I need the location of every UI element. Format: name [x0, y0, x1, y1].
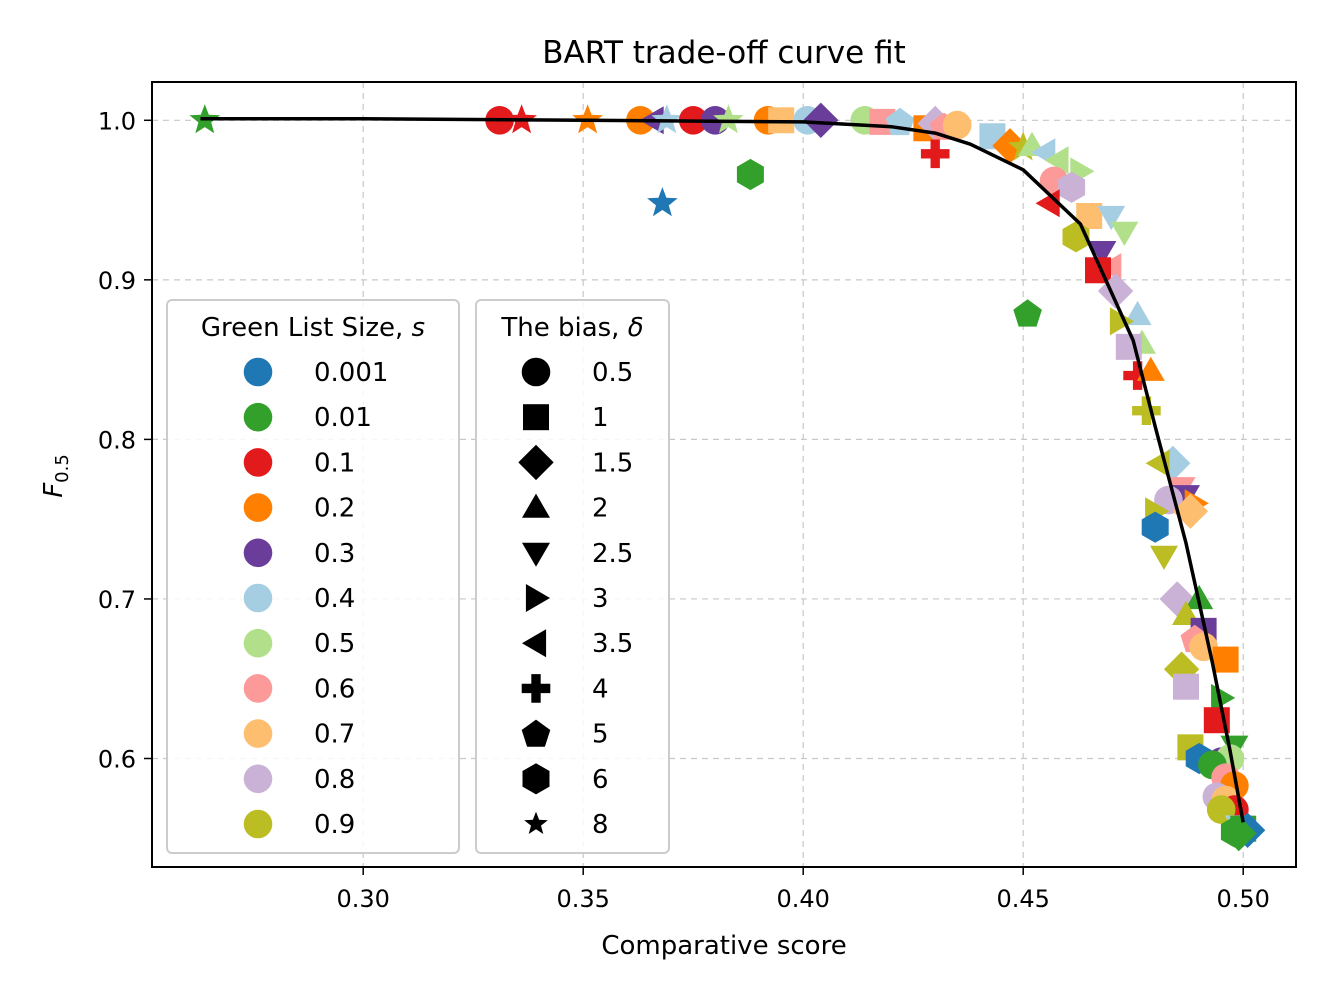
- y-axis-label-main: F: [39, 482, 69, 498]
- data-point: [713, 104, 744, 134]
- legend-entry-label: 3.5: [592, 629, 633, 659]
- legend-entry-label: 3: [592, 584, 609, 614]
- legend-title: The bias, δ: [500, 313, 643, 343]
- x-tick-label: 0.30: [336, 885, 389, 913]
- fit-curve: [200, 116, 1245, 823]
- legend-marker: [243, 538, 273, 568]
- legend-entry-label: 2.5: [592, 539, 633, 569]
- legend-entry-label: 5: [592, 720, 609, 750]
- legend-title: Green List Size, s: [201, 313, 425, 343]
- legend-marker: [243, 448, 273, 477]
- legend-entry-label: 0.9: [314, 810, 355, 840]
- legend-box: [166, 299, 460, 854]
- y-axis-label-subscript: 0.5: [52, 454, 73, 483]
- legend-entry-label: 0.8: [314, 765, 355, 795]
- legend-marker: [243, 402, 273, 432]
- fit-curve-line: [200, 116, 1245, 823]
- legend-entry-label: 0.5: [314, 629, 355, 659]
- data-point: [1173, 673, 1199, 700]
- chart-title: BART trade-off curve fit: [542, 35, 906, 71]
- y-tick-label: 0.7: [98, 586, 136, 614]
- data-point: [1058, 171, 1086, 203]
- plot-frame: [151, 81, 1297, 868]
- data-point: [1150, 545, 1178, 570]
- data-point: [1212, 646, 1239, 673]
- data-point: [1221, 815, 1257, 852]
- legend-entry-label: 0.001: [314, 358, 388, 388]
- y-tick-label: 0.8: [98, 426, 136, 454]
- legend-entry-label: 2: [592, 494, 609, 524]
- legend-marker: [521, 357, 551, 387]
- legend-entry-label: 1: [592, 403, 609, 433]
- data-point: [1109, 307, 1134, 336]
- legend-marker: [522, 629, 547, 658]
- legend-marker: [525, 584, 550, 612]
- data-point: [1110, 221, 1139, 246]
- legend-marker: [243, 628, 273, 658]
- x-tick-label: 0.45: [996, 885, 1049, 913]
- data-point: [1141, 511, 1169, 543]
- data-point: [1097, 205, 1126, 231]
- data-point: [1136, 356, 1165, 381]
- legend-entry-label: 0.6: [314, 674, 355, 704]
- legend-entry-label: 6: [592, 765, 609, 795]
- legend-marker: [243, 809, 273, 839]
- legend-marker: [522, 493, 550, 518]
- legend-entry-label: 0.7: [314, 720, 355, 750]
- legend-marker: [243, 719, 273, 748]
- legend-entry-label: 0.4: [314, 584, 355, 614]
- legend-entry-label: 0.1: [314, 448, 355, 478]
- data-point: [920, 139, 950, 169]
- legend-entry-label: 0.2: [314, 494, 355, 524]
- data-point: [647, 187, 678, 217]
- x-axis-label: Comparative score: [601, 931, 846, 961]
- data-point: [803, 102, 839, 138]
- data-point: [1088, 241, 1117, 266]
- x-tick-label: 0.40: [776, 885, 829, 913]
- legend-entry-label: 1.5: [592, 448, 633, 478]
- legend-entry-label: 8: [592, 810, 609, 840]
- legend-bias: The bias, δ 0.5 1 1.5 2 2.5 3 3.5 4 5 6 8: [475, 299, 670, 854]
- legend-marker: [522, 542, 550, 567]
- legend-marker: [521, 674, 551, 703]
- legend-entry-label: 0.01: [314, 403, 372, 433]
- data-point: [1013, 299, 1042, 327]
- data-point: [1123, 300, 1152, 326]
- axis-ticks: 0.30 0.35 0.40 0.45 0.500.60.70.80.91.0: [98, 107, 1270, 913]
- legend-box: [475, 299, 670, 854]
- data-point: [1044, 146, 1069, 175]
- data-point: [1132, 396, 1161, 425]
- legend-marker: [522, 763, 550, 795]
- y-tick-label: 0.9: [98, 267, 136, 295]
- svg-text:F0.5: F0.5: [39, 454, 73, 498]
- legend-marker: [243, 764, 273, 794]
- legend-entry-label: 0.5: [592, 358, 633, 388]
- legend-marker: [243, 493, 273, 522]
- legend-entry-label: 4: [592, 674, 609, 704]
- legend-green-list-size: Green List Size, s 0.001 0.01 0.1 0.2 0.3 0.4 0…: [166, 299, 460, 854]
- legend-entry-label: 0.3: [314, 539, 355, 569]
- legend-marker: [243, 674, 273, 703]
- legend-marker: [243, 357, 273, 387]
- data-point: [1007, 131, 1039, 161]
- data-point: [651, 104, 683, 134]
- y-axis-label: F0.5: [39, 454, 73, 498]
- legend-marker: [518, 444, 554, 481]
- legend-marker: [524, 811, 548, 834]
- legends: Green List Size, s 0.001 0.01 0.1 0.2 0.3 0.4 0…: [166, 299, 670, 854]
- y-tick-label: 1.0: [98, 107, 136, 135]
- x-tick-label: 0.35: [556, 885, 609, 913]
- data-point: [1123, 361, 1152, 390]
- data-point: [736, 158, 764, 191]
- legend-marker: [521, 719, 551, 747]
- data-point: [942, 110, 972, 140]
- legend-marker: [243, 583, 273, 613]
- y-tick-label: 0.6: [98, 746, 136, 774]
- data-point: [1172, 493, 1209, 529]
- legend-marker: [523, 404, 549, 431]
- x-tick-label: 0.50: [1216, 885, 1269, 913]
